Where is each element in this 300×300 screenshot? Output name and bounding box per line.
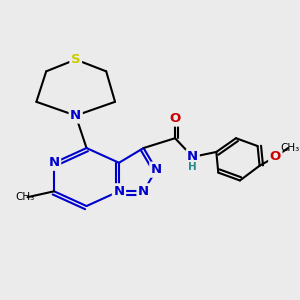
- Text: N: N: [49, 156, 60, 169]
- Text: S: S: [71, 53, 80, 66]
- Text: N: N: [70, 109, 81, 122]
- Text: N: N: [138, 185, 149, 198]
- Text: N: N: [187, 150, 198, 164]
- Text: N: N: [151, 163, 162, 176]
- Text: N: N: [113, 185, 124, 198]
- Text: O: O: [270, 150, 281, 164]
- Text: H: H: [188, 162, 197, 172]
- Text: CH₃: CH₃: [280, 143, 300, 153]
- Text: O: O: [169, 112, 181, 125]
- Text: CH₃: CH₃: [15, 192, 34, 202]
